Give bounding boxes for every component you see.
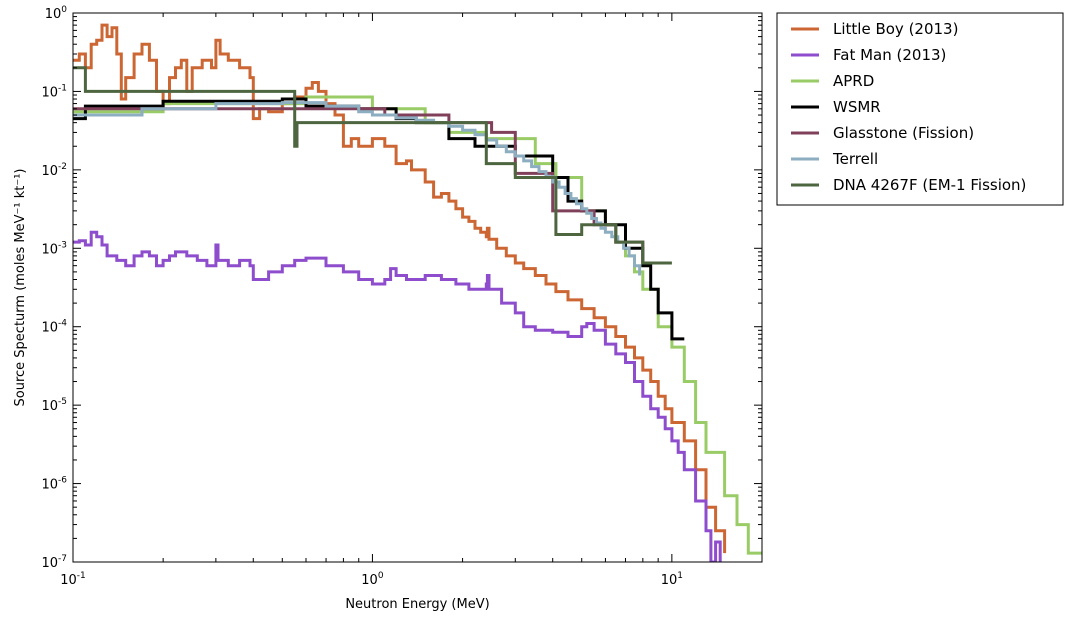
y-tick-label: 10-3	[41, 240, 67, 257]
series-line-2	[73, 230, 722, 562]
y-tick-label: 10-7	[41, 554, 67, 571]
plot-area	[72, 12, 763, 563]
legend-label: Terrell	[832, 150, 878, 168]
legend-frame	[776, 12, 1064, 206]
series-line-1	[73, 23, 727, 554]
y-axis-label: Source Specturm (moles MeV⁻¹ kt⁻¹)	[13, 169, 28, 407]
legend-label: WSMR	[833, 98, 881, 116]
y-tick-label: 10-6	[41, 476, 67, 493]
legend-label: Little Boy (2013)	[833, 20, 958, 38]
legend-label: APRD	[833, 72, 874, 90]
legend: Little Boy (2013) Fat Man (2013) APRD WSMR G…	[776, 12, 1064, 206]
y-tick-label: 10-4	[41, 319, 67, 336]
series-line-6	[73, 101, 642, 276]
y-tick-label: 100	[45, 5, 68, 22]
x-tick-label: 10-1	[60, 571, 86, 588]
y-tick-label: 10-1	[41, 83, 67, 100]
series-line-3	[73, 95, 762, 555]
plot-frame	[72, 12, 763, 563]
series-line-7	[73, 66, 672, 265]
x-tick-label: 101	[661, 571, 683, 588]
x-axis-label: Neutron Energy (MeV)	[345, 597, 489, 612]
y-tick-label: 10-5	[41, 397, 67, 414]
legend-label: Glasstone (Fission)	[833, 124, 974, 142]
x-tick-label: 100	[361, 571, 384, 588]
y-tick-label: 10-2	[41, 162, 67, 179]
legend-label: DNA 4267F (EM-1 Fission)	[833, 176, 1026, 194]
legend-label: Fat Man (2013)	[833, 46, 946, 64]
